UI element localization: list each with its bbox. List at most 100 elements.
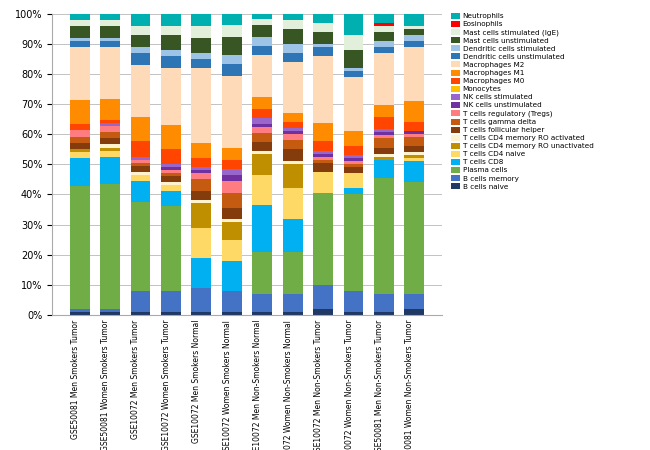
Bar (70, 186, 90, 309)
Bar (374, 160, 394, 178)
Bar (313, 163, 333, 172)
Bar (192, 258, 211, 288)
Bar (344, 312, 363, 315)
Bar (374, 105, 394, 117)
Bar (313, 32, 333, 44)
Bar (100, 312, 120, 315)
Bar (252, 312, 272, 315)
Bar (70, 99, 90, 124)
Bar (161, 50, 181, 56)
Bar (283, 161, 302, 164)
Bar (283, 53, 302, 62)
Bar (252, 154, 272, 175)
Bar (161, 312, 181, 315)
Bar (404, 146, 424, 152)
Bar (252, 294, 272, 312)
Bar (252, 118, 272, 124)
Bar (252, 26, 272, 37)
Bar (161, 56, 181, 68)
Bar (161, 14, 181, 26)
Bar (283, 122, 302, 128)
Bar (404, 155, 424, 158)
Bar (131, 117, 150, 141)
Bar (374, 294, 394, 312)
Bar (131, 163, 150, 166)
Bar (192, 170, 211, 173)
Bar (131, 157, 150, 160)
Bar (161, 182, 181, 185)
Bar (131, 175, 150, 181)
Bar (374, 14, 394, 22)
Bar (70, 47, 90, 99)
Bar (283, 189, 302, 219)
Bar (100, 14, 120, 20)
Bar (100, 120, 120, 123)
Bar (100, 184, 120, 309)
Bar (70, 149, 90, 152)
Bar (161, 291, 181, 312)
Bar (222, 14, 242, 26)
Bar (192, 143, 211, 158)
Bar (100, 144, 120, 148)
Bar (192, 173, 211, 180)
Bar (222, 160, 242, 169)
Bar (252, 142, 272, 151)
Bar (313, 193, 333, 284)
Bar (70, 136, 90, 143)
Bar (192, 203, 211, 228)
Bar (344, 194, 363, 291)
Bar (100, 99, 120, 120)
Bar (374, 178, 394, 294)
Bar (283, 252, 302, 294)
Bar (100, 138, 120, 144)
Bar (313, 157, 333, 160)
Bar (70, 312, 90, 315)
Bar (252, 133, 272, 142)
Bar (404, 35, 424, 40)
Bar (313, 123, 333, 141)
Bar (404, 294, 424, 309)
Bar (192, 38, 211, 53)
Bar (313, 22, 333, 32)
Bar (344, 50, 363, 68)
Bar (100, 126, 120, 132)
Bar (313, 172, 333, 193)
Bar (161, 167, 181, 170)
Bar (404, 28, 424, 35)
Bar (100, 47, 120, 99)
Bar (252, 175, 272, 205)
Bar (100, 123, 120, 126)
Bar (131, 160, 150, 163)
Bar (313, 56, 333, 123)
Bar (222, 220, 242, 222)
Bar (161, 207, 181, 291)
Bar (70, 130, 90, 136)
Bar (222, 312, 242, 315)
Bar (70, 143, 90, 149)
Bar (313, 151, 333, 153)
Bar (131, 35, 150, 47)
Bar (70, 20, 90, 26)
Bar (161, 185, 181, 191)
Bar (222, 261, 242, 291)
Bar (374, 22, 394, 26)
Bar (70, 124, 90, 130)
Bar (161, 26, 181, 35)
Bar (161, 68, 181, 125)
Bar (344, 161, 363, 164)
Bar (70, 158, 90, 186)
Bar (404, 182, 424, 294)
Bar (192, 167, 211, 170)
Bar (252, 127, 272, 133)
Bar (404, 161, 424, 182)
Bar (131, 291, 150, 312)
Bar (283, 219, 302, 252)
Bar (404, 131, 424, 134)
Bar (374, 53, 394, 105)
Bar (100, 20, 120, 26)
Bar (252, 14, 272, 19)
Bar (222, 240, 242, 261)
Bar (252, 124, 272, 127)
Bar (192, 26, 211, 38)
Bar (283, 29, 302, 44)
